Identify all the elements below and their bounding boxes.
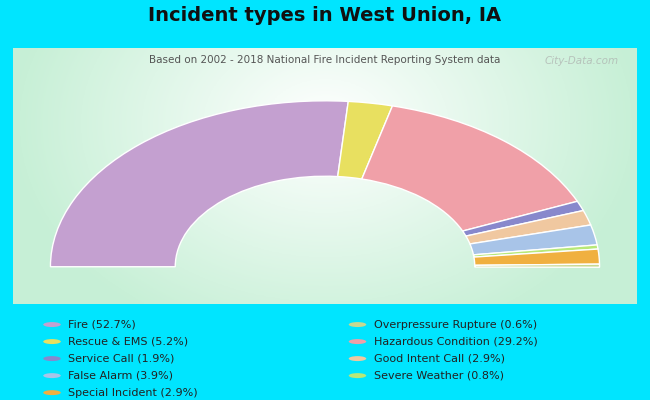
Ellipse shape [43,339,61,344]
Text: Incident types in West Union, IA: Incident types in West Union, IA [148,6,502,25]
Wedge shape [338,101,393,179]
Wedge shape [474,249,599,265]
Wedge shape [362,106,577,231]
Text: City-Data.com: City-Data.com [544,56,618,66]
Text: Overpressure Rupture (0.6%): Overpressure Rupture (0.6%) [374,320,537,330]
Text: Hazardous Condition (29.2%): Hazardous Condition (29.2%) [374,336,538,346]
Wedge shape [466,210,591,244]
Wedge shape [463,201,583,236]
Wedge shape [474,264,599,267]
Text: False Alarm (3.9%): False Alarm (3.9%) [68,371,174,381]
Ellipse shape [349,373,367,378]
Ellipse shape [349,322,367,327]
Text: Severe Weather (0.8%): Severe Weather (0.8%) [374,371,504,381]
Ellipse shape [43,322,61,327]
Ellipse shape [43,390,61,395]
Ellipse shape [43,373,61,378]
Ellipse shape [349,356,367,361]
Wedge shape [51,101,348,267]
Text: Rescue & EMS (5.2%): Rescue & EMS (5.2%) [68,336,188,346]
Ellipse shape [349,339,367,344]
Text: Good Intent Call (2.9%): Good Intent Call (2.9%) [374,354,505,364]
Text: Service Call (1.9%): Service Call (1.9%) [68,354,175,364]
Text: Fire (52.7%): Fire (52.7%) [68,320,136,330]
Wedge shape [473,245,598,257]
Text: Special Incident (2.9%): Special Incident (2.9%) [68,388,198,398]
Ellipse shape [43,356,61,361]
Wedge shape [470,225,597,255]
Text: Based on 2002 - 2018 National Fire Incident Reporting System data: Based on 2002 - 2018 National Fire Incid… [150,55,500,65]
